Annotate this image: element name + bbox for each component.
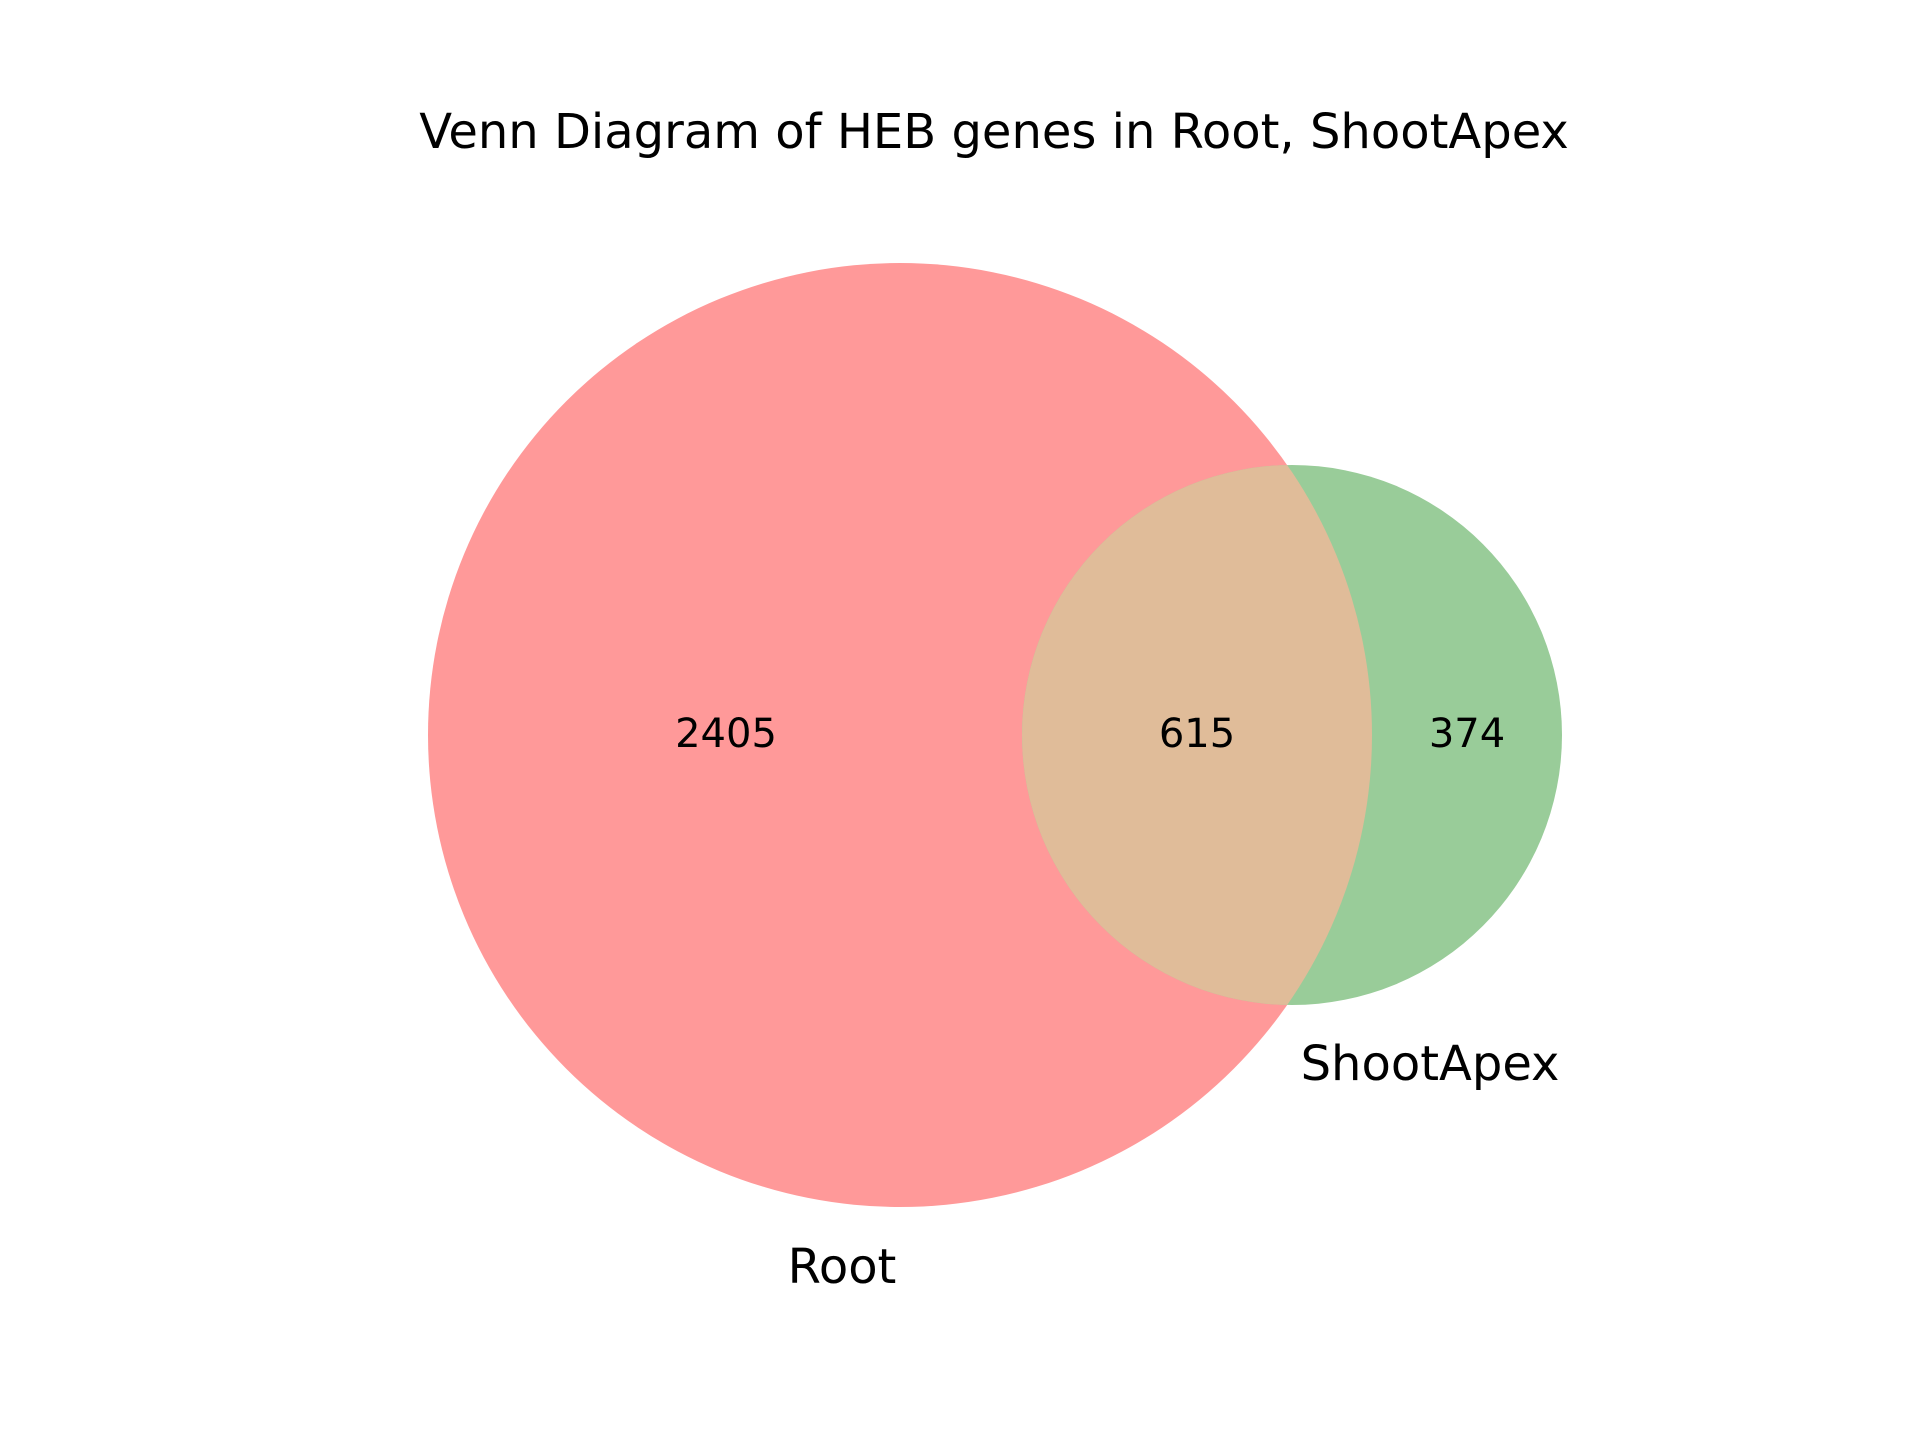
root-circle: [428, 263, 1372, 1207]
shootapex-set-label: ShootApex: [1301, 1036, 1560, 1092]
shootapex-only-count: 374: [1429, 711, 1505, 757]
diagram-title: Venn Diagram of HEB genes in Root, Shoot…: [419, 104, 1569, 160]
root-set-label: Root: [788, 1239, 897, 1295]
root-only-count: 2405: [675, 711, 777, 757]
overlap-count: 615: [1159, 711, 1235, 757]
overlap-region: [1022, 465, 1372, 1005]
